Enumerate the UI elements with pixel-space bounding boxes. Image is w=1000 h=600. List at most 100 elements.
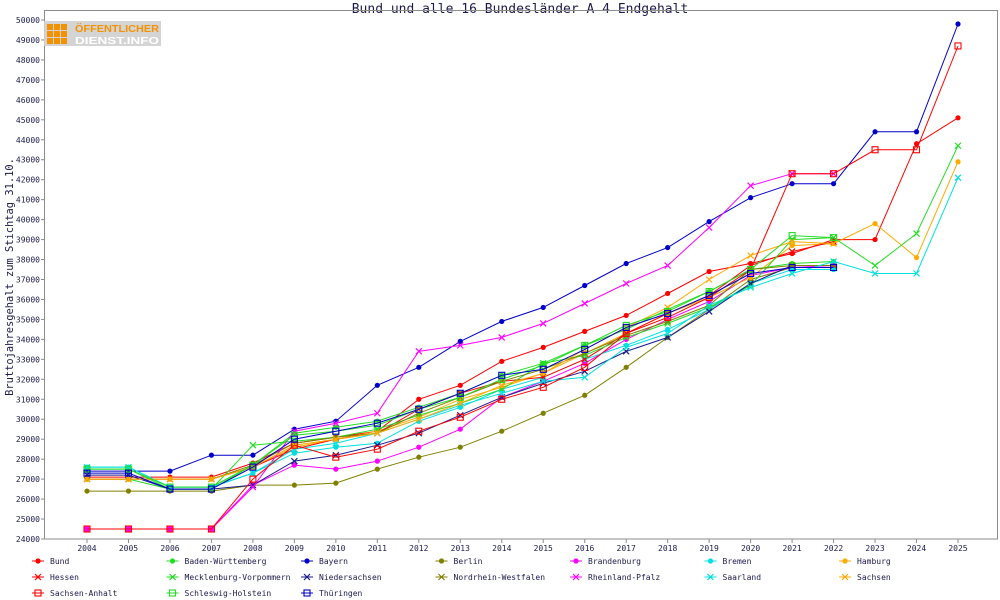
logo-line-1: ÖFFENTLICHER [75, 22, 159, 35]
x-tick-label: 2008 [243, 544, 262, 553]
data-point [913, 129, 920, 135]
data-point [747, 269, 755, 278]
data-point [789, 181, 795, 187]
data-point [788, 170, 796, 178]
data-point [955, 21, 961, 27]
data-point [290, 431, 298, 439]
data-point [332, 453, 340, 461]
data-point [167, 468, 173, 474]
legend-label: Niedersachsen [319, 573, 382, 582]
y-tick-label: 42000 [16, 176, 40, 185]
data-point [332, 435, 340, 443]
data-point [623, 364, 629, 370]
data-point [747, 265, 755, 274]
legend-label: Sachsen [857, 573, 891, 582]
y-tick-label: 45000 [16, 116, 40, 125]
series-sachsen [83, 238, 837, 483]
legend-marker [842, 558, 848, 564]
data-point [415, 415, 423, 423]
legend-item-sachsen: Sachsen [839, 573, 891, 582]
data-point [291, 482, 297, 488]
data-point [788, 263, 796, 272]
data-point [415, 429, 423, 437]
data-point [83, 469, 91, 477]
data-point [166, 485, 174, 493]
data-point [539, 377, 547, 385]
y-tick-label: 46000 [16, 96, 40, 105]
y-tick-label: 31000 [16, 395, 40, 404]
data-point [290, 427, 298, 435]
legend-label: Bremen [723, 557, 752, 566]
data-point [166, 525, 174, 533]
data-point [665, 290, 671, 297]
data-point [124, 469, 133, 477]
data-point [872, 129, 878, 135]
data-point [125, 488, 132, 494]
legend-item-rheinland-pfalz: Rheinland-Pfalz [570, 573, 660, 582]
data-point [705, 276, 713, 283]
series-sachsen-anhalt [83, 42, 962, 533]
logo-grid-icon [47, 24, 67, 44]
data-point [830, 170, 838, 178]
y-tick-label: 41000 [16, 196, 40, 205]
x-tick-label: 2025 [948, 544, 967, 553]
data-point [747, 182, 755, 190]
data-point [664, 317, 672, 325]
x-tick-label: 2012 [409, 544, 428, 553]
legend-label: Brandenburg [588, 557, 641, 566]
data-point [290, 457, 298, 465]
data-point [456, 393, 464, 401]
data-point [789, 242, 795, 249]
data-point [208, 475, 215, 483]
x-tick-label: 2009 [285, 544, 304, 553]
y-tick-label: 34000 [16, 335, 40, 344]
data-point [456, 399, 464, 407]
y-axis-label: Bruttojahresgehalt zum Stichtag 31.10. [4, 158, 16, 396]
plot-frame [44, 10, 998, 540]
series-line [87, 23, 959, 472]
legend-item-thueringen: Thüringen [301, 589, 363, 598]
data-point [912, 146, 921, 154]
data-point [456, 389, 464, 397]
legend-item-nordrhein-westfalen: Nordrhein-Westfalen [435, 573, 546, 582]
data-point [623, 312, 629, 319]
x-tick-label: 2013 [451, 544, 470, 553]
data-point [373, 441, 381, 449]
data-point [830, 181, 837, 187]
data-point [872, 236, 878, 243]
data-point [913, 270, 920, 277]
legend-label: Nordrhein-Westfalen [454, 573, 546, 582]
y-tick-label: 37000 [16, 276, 40, 285]
data-point [415, 347, 423, 355]
y-tick-label: 38000 [16, 256, 40, 265]
legend-item-mecklenburg-vorpommern: Mecklenburg-Vorpommern [166, 573, 291, 582]
data-point [333, 480, 339, 486]
y-tick-label: 24000 [16, 535, 40, 544]
data-point [581, 367, 589, 375]
x-tick-label: 2006 [160, 544, 179, 553]
data-point [664, 329, 672, 337]
data-point [872, 221, 878, 227]
data-point [83, 465, 91, 473]
y-tick-label: 26000 [16, 495, 40, 504]
x-tick-label: 2014 [492, 544, 511, 553]
y-tick-label: 40000 [16, 216, 40, 225]
legend-marker [438, 558, 445, 564]
data-point [499, 428, 505, 434]
data-point [830, 258, 837, 265]
data-point [748, 195, 754, 201]
x-tick-label: 2021 [782, 544, 801, 553]
data-point [705, 291, 713, 300]
data-point [125, 475, 132, 483]
data-point [374, 466, 380, 472]
data-point [954, 142, 962, 150]
series-layer [83, 21, 962, 533]
data-point [955, 115, 961, 121]
legend-item-bremen: Bremen [704, 557, 752, 566]
y-tick-label: 36000 [16, 295, 40, 304]
data-point [582, 282, 588, 289]
data-point [581, 351, 589, 359]
data-point [622, 331, 630, 339]
legend-marker [169, 573, 176, 581]
